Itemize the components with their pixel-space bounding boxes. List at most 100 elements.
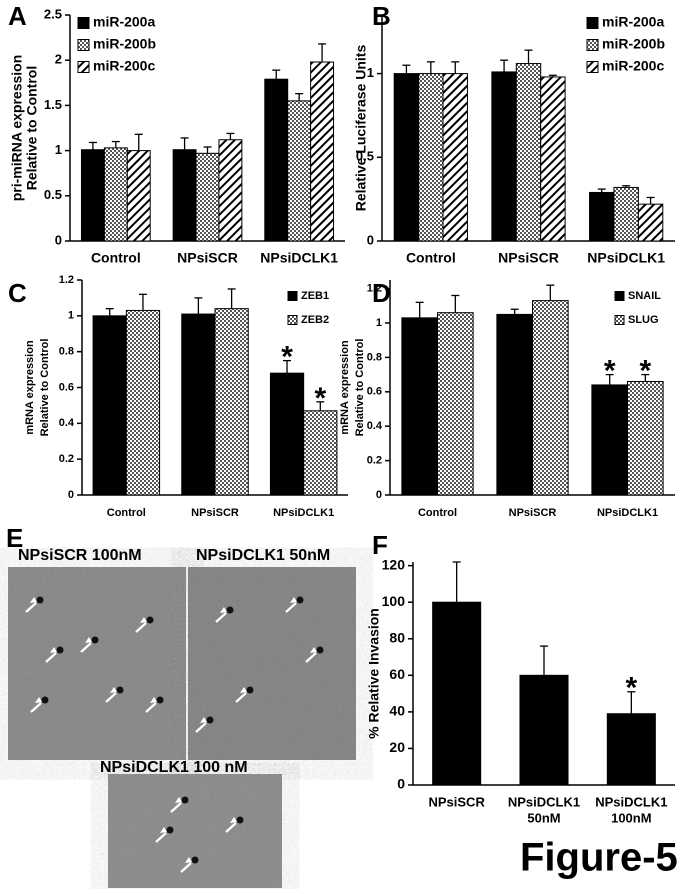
legend-swatch <box>77 17 90 29</box>
bar <box>515 63 542 242</box>
y-tick-label: 80 <box>389 629 405 645</box>
arrow <box>25 602 37 613</box>
bar <box>103 147 128 242</box>
panel-letter: D <box>372 278 391 308</box>
legend-swatch <box>586 61 599 73</box>
arrowhead <box>310 647 317 653</box>
bar <box>637 203 664 242</box>
y-tick-label: 0.8 <box>367 351 382 363</box>
bar <box>195 152 220 242</box>
arrow <box>180 862 192 873</box>
cell <box>91 636 99 644</box>
y-tick-label: 0.6 <box>367 386 382 398</box>
arrow <box>30 702 42 713</box>
arrowhead <box>160 827 167 833</box>
arrowhead <box>110 687 117 693</box>
bar <box>532 300 569 496</box>
significance-mark: * <box>625 672 637 705</box>
x-tick-label: NPsiDCLK1 <box>273 507 334 519</box>
bar <box>80 149 105 242</box>
y-tick-label: 0.5 <box>44 187 62 202</box>
panel-letter: A <box>8 1 27 31</box>
figure-label: Figure-5 <box>520 836 678 880</box>
bar <box>401 317 438 496</box>
x-tick-label: Control <box>406 250 456 266</box>
bar <box>589 191 615 242</box>
y-axis-label: mRNA expression <box>24 340 36 435</box>
y-tick-label: 0 <box>367 232 374 247</box>
cell <box>156 696 164 704</box>
x-tick-label: 50nM <box>527 810 560 825</box>
y-tick-label: 1 <box>367 65 374 80</box>
y-tick-label: 0.4 <box>59 417 75 429</box>
y-axis-label: mRNA expression <box>339 340 351 435</box>
arrowhead <box>150 697 157 703</box>
legend-swatch <box>614 291 625 301</box>
x-tick-label: Control <box>91 250 141 266</box>
image-label: NPsiDCLK1 50nM <box>196 547 330 564</box>
x-tick-label: NPsiDCLK1 <box>597 507 658 519</box>
y-tick-label: 1 <box>55 142 62 157</box>
cell <box>146 616 154 624</box>
micrograph-texture <box>188 567 356 760</box>
x-tick-label: NPsiSCR <box>509 507 557 519</box>
bar <box>627 380 664 496</box>
y-tick-label: 0.6 <box>59 381 74 393</box>
y-tick-label: 1.2 <box>367 283 382 295</box>
arrow <box>195 722 207 733</box>
x-tick-label: Control <box>418 507 457 519</box>
y-tick-label: 2.5 <box>44 6 62 21</box>
arrow <box>170 802 182 813</box>
cell <box>181 796 189 804</box>
arrowhead <box>35 697 42 703</box>
y-tick-label: 0 <box>68 489 74 501</box>
arrowhead <box>50 647 57 653</box>
bar <box>432 601 482 786</box>
cell <box>191 856 199 864</box>
arrow <box>215 612 227 623</box>
y-axis-label: Relative to Control <box>354 339 366 437</box>
panel-letter: E <box>6 523 23 553</box>
panel-letter: F <box>372 530 388 560</box>
x-tick-label: 100nM <box>611 810 651 825</box>
cell <box>56 646 64 654</box>
bar <box>437 312 474 496</box>
significance-mark: * <box>639 355 651 388</box>
y-axis-label: Relative to Control <box>39 339 51 437</box>
bar <box>491 71 517 242</box>
cell <box>206 716 214 724</box>
y-tick-label: 120 <box>382 556 406 572</box>
legend-swatch <box>287 315 298 325</box>
arrowhead <box>220 607 227 613</box>
arrow <box>145 702 157 713</box>
bar <box>613 186 639 242</box>
arrowhead <box>140 617 147 623</box>
cell <box>166 826 174 834</box>
legend-swatch <box>77 61 90 73</box>
legend-label: miR-200c <box>93 58 155 74</box>
legend-swatch <box>586 39 599 51</box>
y-axis-label: pri-miRNA expression <box>9 55 25 202</box>
arrowhead <box>175 797 182 803</box>
x-tick-label: NPsiSCR <box>191 507 239 519</box>
cell <box>36 596 44 604</box>
bar <box>214 308 249 496</box>
bar <box>591 384 628 496</box>
panel-letter: C <box>8 278 27 308</box>
legend-label: miR-200a <box>93 14 155 30</box>
x-tick-label: NPsiDCLK1 <box>595 794 667 809</box>
legend-label: miR-200b <box>93 36 156 52</box>
x-tick-label: NPsiDCLK1 <box>508 794 580 809</box>
significance-mark: * <box>314 382 326 415</box>
legend-label: ZEB1 <box>301 290 329 302</box>
arrowhead <box>85 637 92 643</box>
y-tick-label: 0 <box>376 489 382 501</box>
arrowhead <box>185 857 192 863</box>
legend-swatch <box>77 39 90 51</box>
bar <box>92 315 127 496</box>
legend-label: SNAIL <box>628 290 661 302</box>
y-tick-label: 2 <box>55 52 62 67</box>
bar <box>125 309 161 496</box>
arrowhead <box>230 817 237 823</box>
y-tick-label: 60 <box>389 666 405 682</box>
